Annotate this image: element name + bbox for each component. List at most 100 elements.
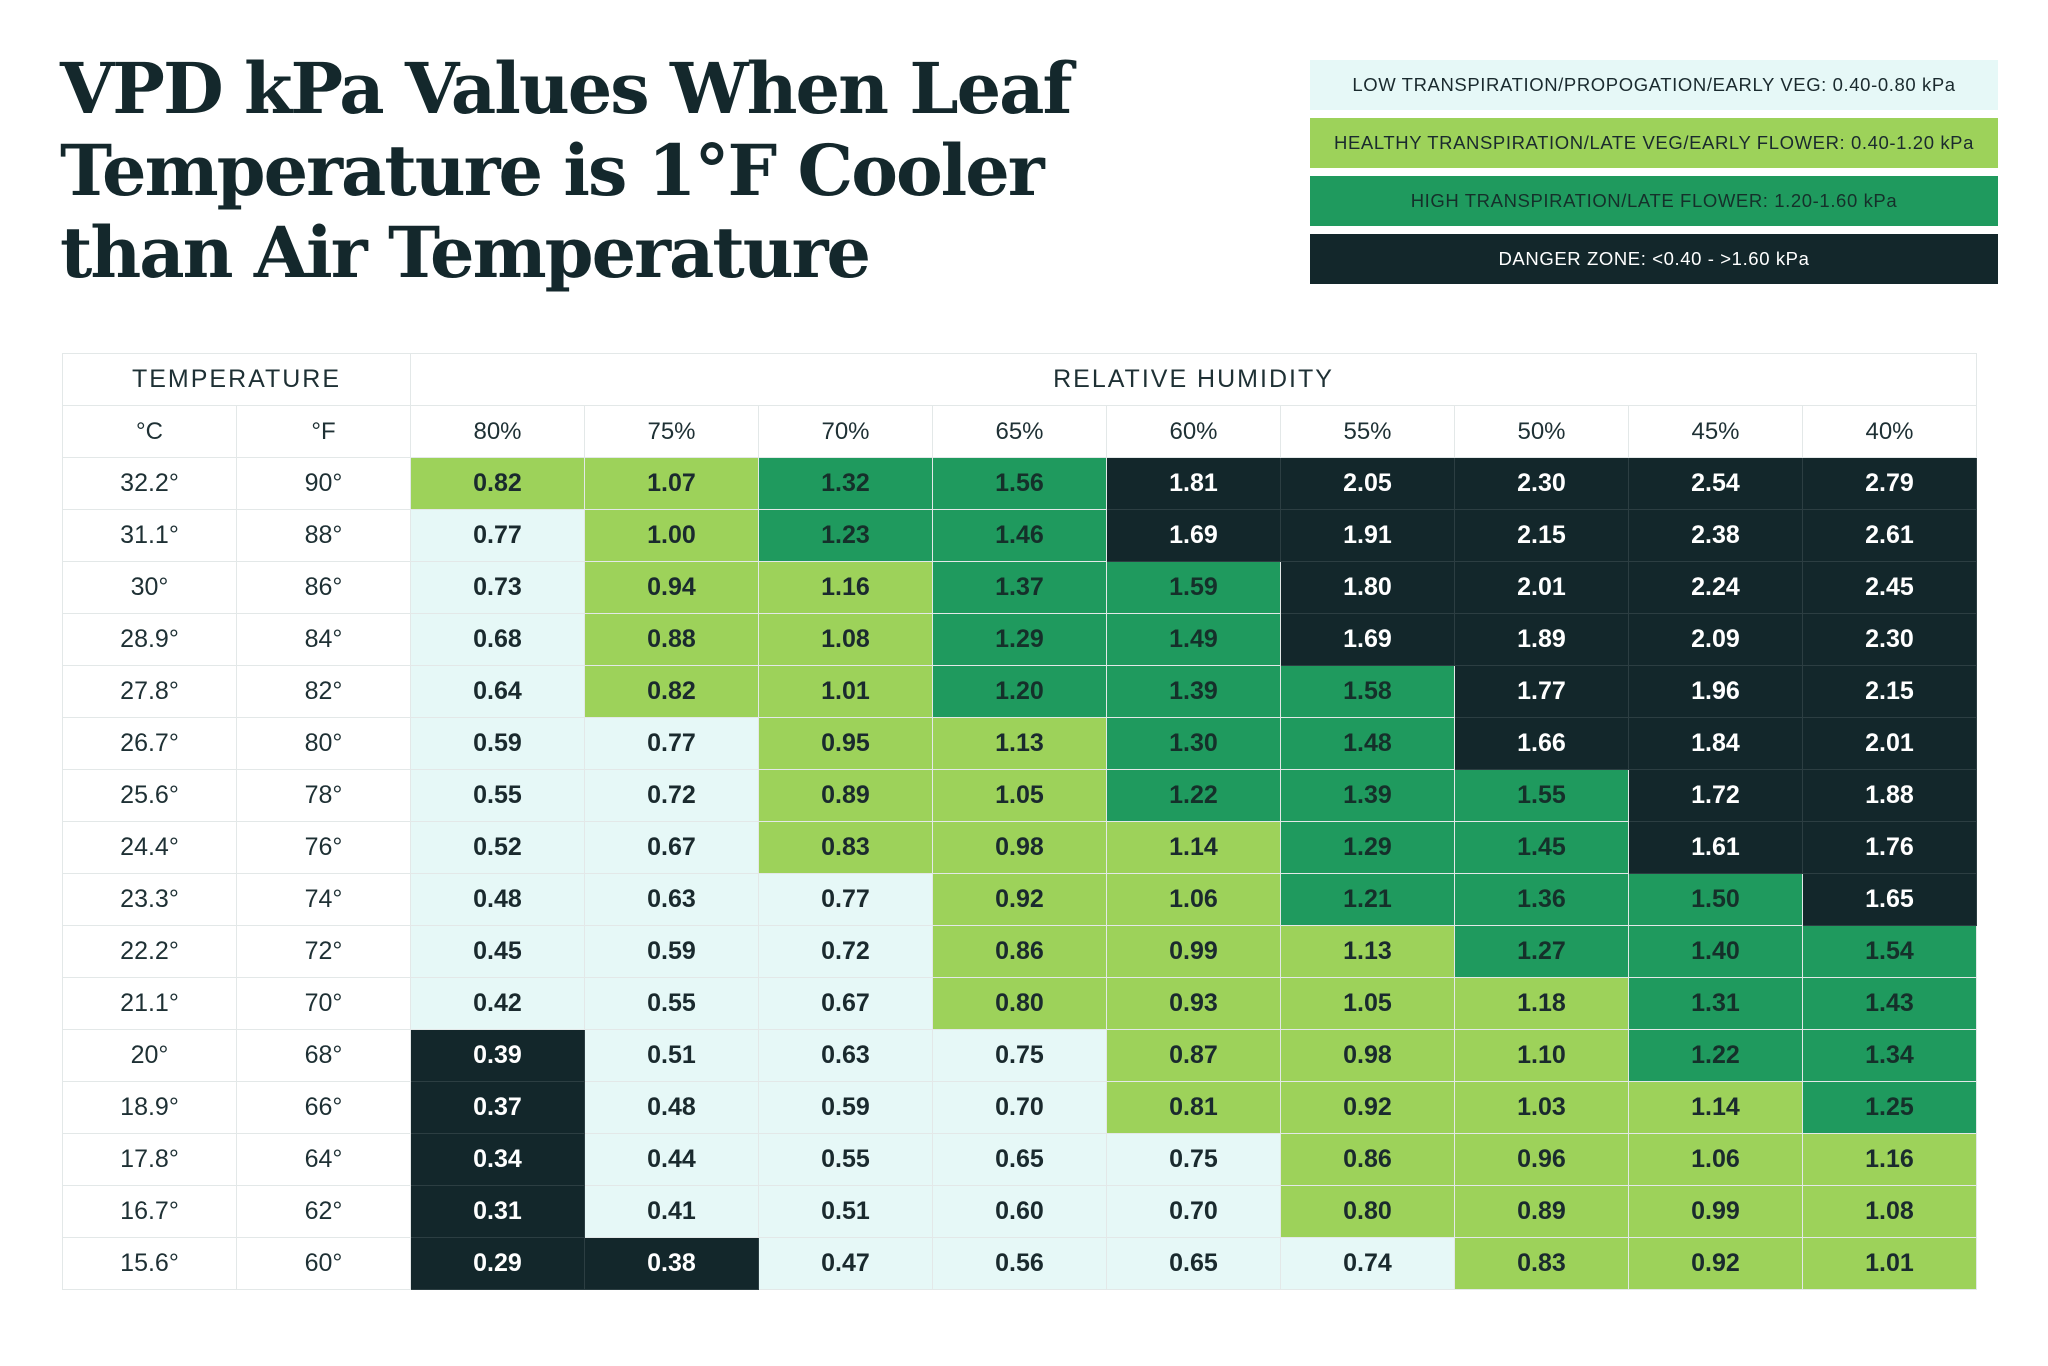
legend-item-high: HIGH TRANSPIRATION/LATE FLOWER: 1.20-1.6… [1310,176,1998,226]
vpd-value-cell: 0.82 [584,665,759,718]
vpd-value-cell: 1.23 [758,509,933,562]
vpd-value-cell: 1.01 [1802,1237,1977,1290]
vpd-value-cell: 1.72 [1628,769,1803,822]
vpd-value-cell: 1.14 [1628,1081,1803,1134]
vpd-value-cell: 0.63 [758,1029,933,1082]
table-row: 17.8° 64° 0.34 0.44 0.55 0.65 0.75 0.86 0.96 1.06… [62,1133,1977,1186]
vpd-value-cell: 1.37 [932,561,1107,614]
vpd-value-cell: 1.03 [1454,1081,1629,1134]
vpd-value-cell: 1.58 [1280,665,1455,718]
vpd-value-cell: 0.41 [584,1185,759,1238]
vpd-value-cell: 1.96 [1628,665,1803,718]
vpd-value-cell: 0.51 [584,1029,759,1082]
vpd-value-cell: 1.77 [1454,665,1629,718]
title-line-1-text: VPD kPa Values When Leaf [60,47,1073,130]
vpd-value-cell: 0.98 [932,821,1107,874]
vpd-value-cell: 0.59 [758,1081,933,1134]
temp-celsius-cell: 26.7° [62,717,237,770]
vpd-value-cell: 0.83 [1454,1237,1629,1290]
table-row: 24.4° 76° 0.52 0.67 0.83 0.98 1.14 1.29 1.45 1.61… [62,821,1977,874]
vpd-value-cell: 0.77 [758,873,933,926]
vpd-value-cell: 1.05 [932,769,1107,822]
vpd-value-cell: 0.29 [410,1237,585,1290]
temperature-header: TEMPERATURE [62,353,411,406]
vpd-value-cell: 0.70 [1106,1185,1281,1238]
vpd-value-cell: 0.55 [410,769,585,822]
vpd-value-cell: 1.05 [1280,977,1455,1030]
temp-fahrenheit-cell: 62° [236,1185,411,1238]
humidity-column-header: 50% [1454,405,1629,458]
humidity-column-header: 75% [584,405,759,458]
vpd-value-cell: 0.31 [410,1185,585,1238]
temp-celsius-cell: 15.6° [62,1237,237,1290]
table-row: 16.7° 62° 0.31 0.41 0.51 0.60 0.70 0.80 0.89 0.99… [62,1185,1977,1238]
vpd-value-cell: 1.65 [1802,873,1977,926]
vpd-value-cell: 1.80 [1280,561,1455,614]
humidity-column-header: 70% [758,405,933,458]
vpd-value-cell: 0.81 [1106,1081,1281,1134]
humidity-column-header: 65% [932,405,1107,458]
legend-item-healthy: HEALTHY TRANSPIRATION/LATE VEG/EARLY FLO… [1310,118,1998,168]
temp-celsius-cell: 31.1° [62,509,237,562]
temp-fahrenheit-cell: 78° [236,769,411,822]
table-row: 20° 68° 0.39 0.51 0.63 0.75 0.87 0.98 1.10 1.22 1.… [62,1029,1977,1082]
vpd-value-cell: 0.73 [410,561,585,614]
vpd-value-cell: 0.77 [410,509,585,562]
vpd-value-cell: 1.43 [1802,977,1977,1030]
vpd-value-cell: 0.68 [410,613,585,666]
vpd-table-container: TEMPERATURE RELATIVE HUMIDITY °C °F 80% 75% 70… [62,353,1977,1290]
vpd-value-cell: 1.91 [1280,509,1455,562]
vpd-value-cell: 0.99 [1106,925,1281,978]
vpd-value-cell: 1.88 [1802,769,1977,822]
vpd-value-cell: 1.69 [1280,613,1455,666]
vpd-value-cell: 0.89 [1454,1185,1629,1238]
temp-celsius-cell: 25.6° [62,769,237,822]
vpd-value-cell: 1.69 [1106,509,1281,562]
table-row: 30° 86° 0.73 0.94 1.16 1.37 1.59 1.80 2.01 2.24 2.… [62,561,1977,614]
vpd-value-cell: 0.42 [410,977,585,1030]
temp-fahrenheit-cell: 64° [236,1133,411,1186]
vpd-value-cell: 0.65 [932,1133,1107,1186]
vpd-value-cell: 0.48 [410,873,585,926]
table-row: 23.3° 74° 0.48 0.63 0.77 0.92 1.06 1.21 1.36 1.50… [62,873,1977,926]
table-row: 21.1° 70° 0.42 0.55 0.67 0.80 0.93 1.05 1.18 1.31… [62,977,1977,1030]
vpd-value-cell: 0.77 [584,717,759,770]
vpd-value-cell: 0.94 [584,561,759,614]
vpd-value-cell: 1.55 [1454,769,1629,822]
temp-celsius-cell: 23.3° [62,873,237,926]
vpd-value-cell: 0.99 [1628,1185,1803,1238]
vpd-value-cell: 0.92 [932,873,1107,926]
temp-fahrenheit-cell: 74° [236,873,411,926]
vpd-value-cell: 1.30 [1106,717,1281,770]
fahrenheit-column-header: °F [236,405,411,458]
vpd-value-cell: 1.54 [1802,925,1977,978]
header-row-groups: TEMPERATURE RELATIVE HUMIDITY [62,353,1977,406]
humidity-column-header: 40% [1802,405,1977,458]
vpd-value-cell: 1.06 [1628,1133,1803,1186]
vpd-value-cell: 0.95 [758,717,933,770]
vpd-value-cell: 0.56 [932,1237,1107,1290]
table-row: 26.7° 80° 0.59 0.77 0.95 1.13 1.30 1.48 1.66 1.84… [62,717,1977,770]
vpd-value-cell: 0.67 [584,821,759,874]
vpd-value-cell: 1.40 [1628,925,1803,978]
vpd-value-cell: 0.38 [584,1237,759,1290]
vpd-value-cell: 0.92 [1628,1237,1803,1290]
temp-fahrenheit-cell: 82° [236,665,411,718]
vpd-value-cell: 1.13 [1280,925,1455,978]
vpd-value-cell: 1.45 [1454,821,1629,874]
temp-fahrenheit-cell: 68° [236,1029,411,1082]
vpd-value-cell: 0.59 [584,925,759,978]
vpd-value-cell: 1.08 [1802,1185,1977,1238]
vpd-value-cell: 1.34 [1802,1029,1977,1082]
temp-fahrenheit-cell: 88° [236,509,411,562]
vpd-value-cell: 0.98 [1280,1029,1455,1082]
temp-fahrenheit-cell: 72° [236,925,411,978]
temp-fahrenheit-cell: 76° [236,821,411,874]
vpd-value-cell: 0.34 [410,1133,585,1186]
vpd-value-cell: 0.86 [932,925,1107,978]
vpd-value-cell: 1.32 [758,457,933,510]
vpd-value-cell: 0.59 [410,717,585,770]
vpd-value-cell: 0.65 [1106,1237,1281,1290]
humidity-column-header: 80% [410,405,585,458]
vpd-value-cell: 1.10 [1454,1029,1629,1082]
